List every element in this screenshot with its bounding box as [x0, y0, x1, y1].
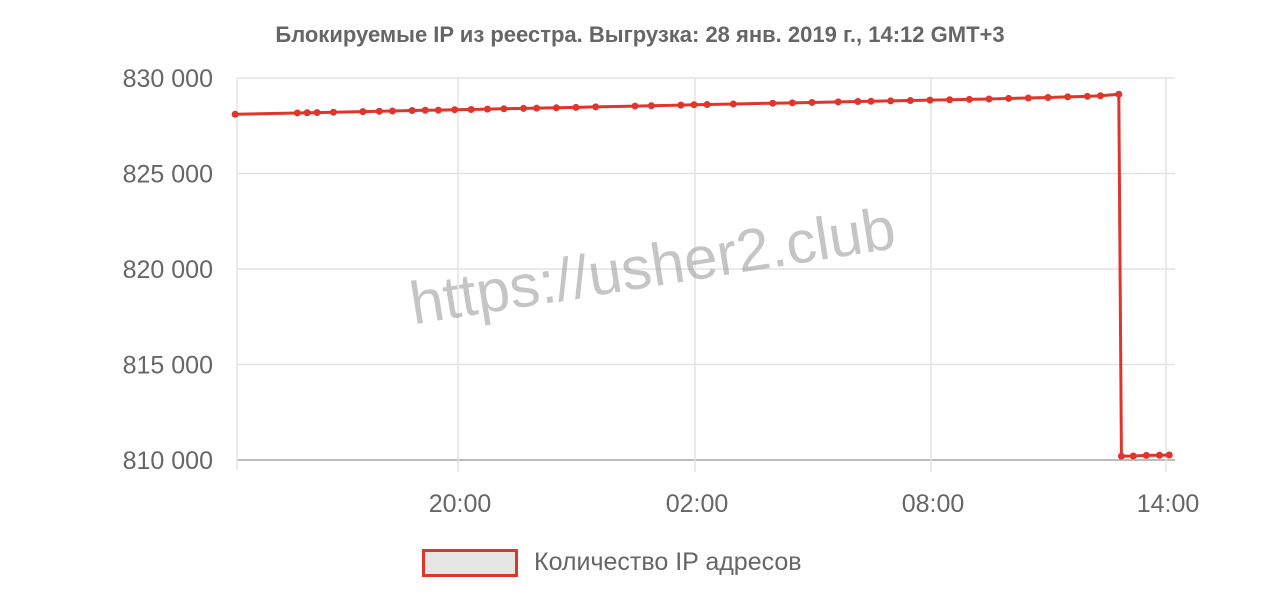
data-point	[467, 106, 475, 114]
data-point	[313, 109, 321, 117]
data-point	[533, 104, 541, 112]
data-point	[867, 97, 875, 105]
data-point	[769, 99, 777, 107]
data-point	[434, 106, 442, 114]
data-point	[520, 104, 528, 112]
data-point	[1024, 94, 1032, 102]
data-point	[703, 101, 711, 109]
y-tick-label: 815 000	[123, 352, 213, 380]
data-point	[1005, 94, 1013, 102]
data-point	[926, 96, 934, 104]
data-point	[1129, 452, 1137, 460]
data-point	[500, 105, 508, 113]
data-point	[946, 96, 954, 104]
data-point	[631, 102, 639, 110]
data-point	[1083, 92, 1091, 100]
chart-title: Блокируемые IP из реестра. Выгрузка: 28 …	[275, 22, 1005, 47]
y-tick-label: 825 000	[123, 161, 213, 189]
data-point	[985, 95, 993, 103]
data-point	[1142, 451, 1150, 459]
data-point	[329, 108, 337, 116]
data-point	[375, 107, 383, 115]
data-point	[484, 105, 491, 113]
y-tick-label: 810 000	[123, 447, 213, 475]
data-point	[834, 98, 842, 106]
data-point	[906, 97, 914, 105]
data-point	[388, 107, 396, 115]
legend-label: Количество IP адресов	[534, 548, 802, 576]
y-tick-label: 820 000	[123, 256, 213, 284]
data-point	[552, 104, 560, 112]
data-point	[808, 98, 816, 106]
legend[interactable]: Количество IP адресов	[422, 548, 802, 577]
data-point	[1165, 451, 1173, 459]
data-point	[647, 102, 655, 110]
data-point	[1155, 451, 1163, 459]
data-point	[592, 103, 600, 111]
data-point	[1044, 93, 1052, 101]
data-point	[788, 99, 796, 107]
data-point	[965, 95, 973, 103]
data-point	[729, 100, 737, 108]
data-point	[690, 101, 698, 109]
legend-swatch	[422, 548, 518, 577]
y-tick-label: 830 000	[123, 65, 213, 93]
data-point	[1096, 92, 1104, 100]
data-point	[1064, 93, 1072, 101]
data-point	[677, 101, 685, 109]
x-tick-label: 14:00	[1137, 490, 1200, 518]
x-tick-label: 20:00	[429, 490, 492, 518]
data-point	[854, 97, 862, 105]
data-point	[451, 106, 459, 114]
data-point	[293, 109, 301, 117]
data-point	[887, 97, 895, 105]
data-point	[572, 103, 580, 111]
data-point	[1115, 90, 1123, 98]
data-point	[421, 106, 429, 114]
data-point	[1117, 452, 1125, 460]
x-tick-label: 08:00	[902, 490, 965, 518]
data-point	[408, 106, 416, 114]
data-point	[359, 108, 367, 116]
data-point	[231, 110, 239, 118]
x-tick-label: 02:00	[666, 490, 729, 518]
data-point	[303, 109, 311, 117]
